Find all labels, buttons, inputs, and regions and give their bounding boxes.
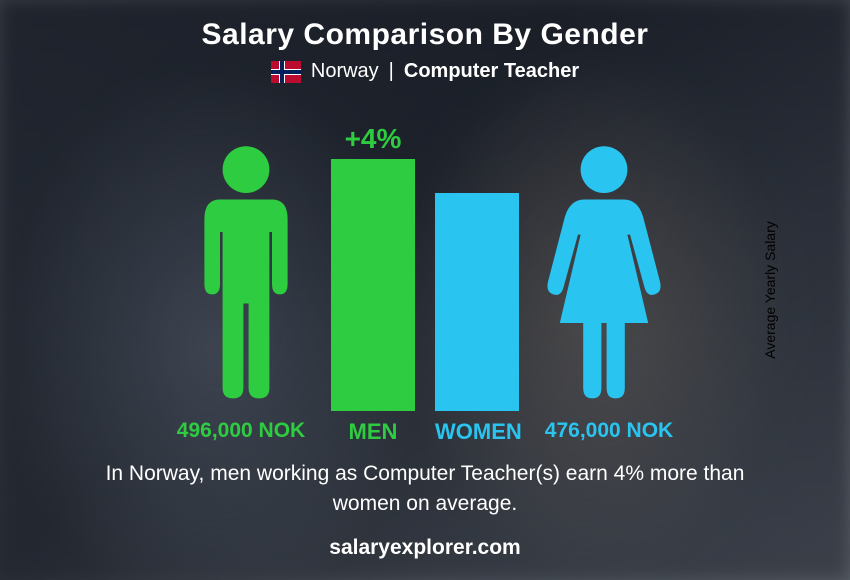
women-salary: 476,000 NOK [539,419,679,445]
infographic-content: Salary Comparison By Gender Norway | Com… [0,0,850,580]
men-salary: 496,000 NOK [171,419,311,445]
labels-row: 496,000 NOK MEN WOMEN 476,000 NOK [40,419,810,445]
footer-source: salaryexplorer.com [329,536,520,560]
men-bar [331,159,415,411]
job-label: Computer Teacher [404,60,579,83]
separator: | [389,60,394,83]
women-label: WOMEN [435,419,519,445]
women-bar-column [435,193,519,411]
women-bar [435,193,519,411]
subtitle-row: Norway | Computer Teacher [271,60,579,83]
men-label: MEN [331,419,415,445]
chart-area: +4% [40,93,810,411]
women-figure-column [539,131,669,411]
norway-flag-icon [271,61,301,83]
country-label: Norway [311,60,379,83]
difference-label: +4% [345,123,402,155]
man-icon [181,131,311,411]
men-figure-column [181,131,311,411]
woman-icon [539,131,669,411]
men-bar-column: +4% [331,123,415,411]
y-axis-label: Average Yearly Salary [761,221,777,359]
description-text: In Norway, men working as Computer Teach… [75,459,775,518]
page-title: Salary Comparison By Gender [202,18,649,52]
